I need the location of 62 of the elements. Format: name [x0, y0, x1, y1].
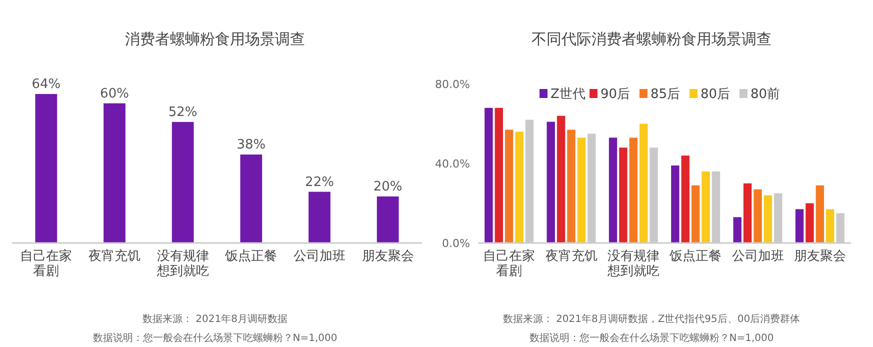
legend-label: 80后: [700, 87, 730, 102]
bar: [754, 189, 762, 243]
bar: [308, 192, 330, 243]
bar: [816, 185, 824, 243]
data-label: 22%: [305, 174, 334, 190]
bar: [104, 103, 126, 243]
y-tick-label: 0.0%: [442, 237, 470, 250]
data-label: 52%: [168, 104, 198, 120]
bar: [671, 165, 680, 243]
bar: [504, 130, 514, 243]
legend-label: 85后: [650, 87, 680, 102]
bar: [172, 122, 194, 243]
bar: [691, 185, 700, 243]
bar: [494, 108, 503, 243]
bar: [681, 156, 690, 243]
x-tick-label: 没有规律想到就吃: [606, 249, 660, 279]
x-tick-label: 公司加班: [732, 249, 784, 264]
bar: [806, 203, 814, 243]
source-note: 数据来源： 2021年8月调研数据: [142, 313, 288, 325]
x-tick-label: 夜宵充饥: [545, 248, 598, 264]
bar: [376, 196, 399, 243]
bar: [629, 138, 638, 243]
data-label: 38%: [236, 138, 266, 153]
text: 数据说明：您一般会在什么场景下吃螺蛳粉？N=1,000: [529, 332, 774, 344]
x-tick-label: 朋友聚会: [362, 249, 414, 264]
bar: [608, 138, 618, 243]
legend-label: 80前: [750, 87, 780, 102]
x-tick-label: 饭点正餐: [668, 249, 722, 264]
bar: [619, 148, 628, 243]
bar: [556, 116, 566, 243]
source-note: 数据来源： 2021年8月调研数据，Z世代指代95后、00后消费群体: [502, 313, 800, 325]
bar: [826, 209, 834, 243]
y-tick-label: 80.0%: [435, 78, 470, 91]
x-tick-label: 自己在家看剧: [20, 248, 72, 279]
x-tick-label: 饭点正餐: [224, 249, 278, 264]
x-tick-label: 夜宵充饥: [88, 248, 140, 264]
bar: [733, 217, 742, 243]
bar: [702, 171, 710, 243]
bar: [764, 195, 772, 243]
bar: [743, 183, 752, 243]
data-label: 60%: [100, 86, 129, 102]
bar: [546, 122, 555, 243]
bar: [640, 124, 648, 243]
text: 数据说明：您一般会在什么场景下吃螺蛳粉？N=1,000: [92, 332, 338, 344]
bar: [515, 132, 524, 243]
x-tick-label: 朋友聚会: [794, 249, 846, 264]
x-tick-label: 自己在家看剧: [483, 248, 536, 279]
legend-label: Z世代: [550, 87, 586, 102]
chart-title: 不同代际消费者螺蛳粉食用场景调查: [532, 30, 772, 48]
y-tick-label: 40.0%: [435, 158, 470, 170]
x-tick-label: 没有规律想到就吃: [156, 249, 209, 279]
data-label: 20%: [373, 179, 402, 194]
bar: [795, 209, 804, 243]
bar: [240, 154, 262, 243]
bar: [35, 94, 58, 243]
bar: [577, 138, 586, 243]
data-label: 64%: [32, 77, 61, 92]
bar: [567, 130, 576, 243]
bar: [484, 108, 493, 243]
legend-label: 90后: [600, 87, 630, 102]
x-tick-label: 公司加班: [294, 249, 346, 264]
chart-title: 消费者螺蛳粉食用场景调查: [125, 30, 305, 48]
